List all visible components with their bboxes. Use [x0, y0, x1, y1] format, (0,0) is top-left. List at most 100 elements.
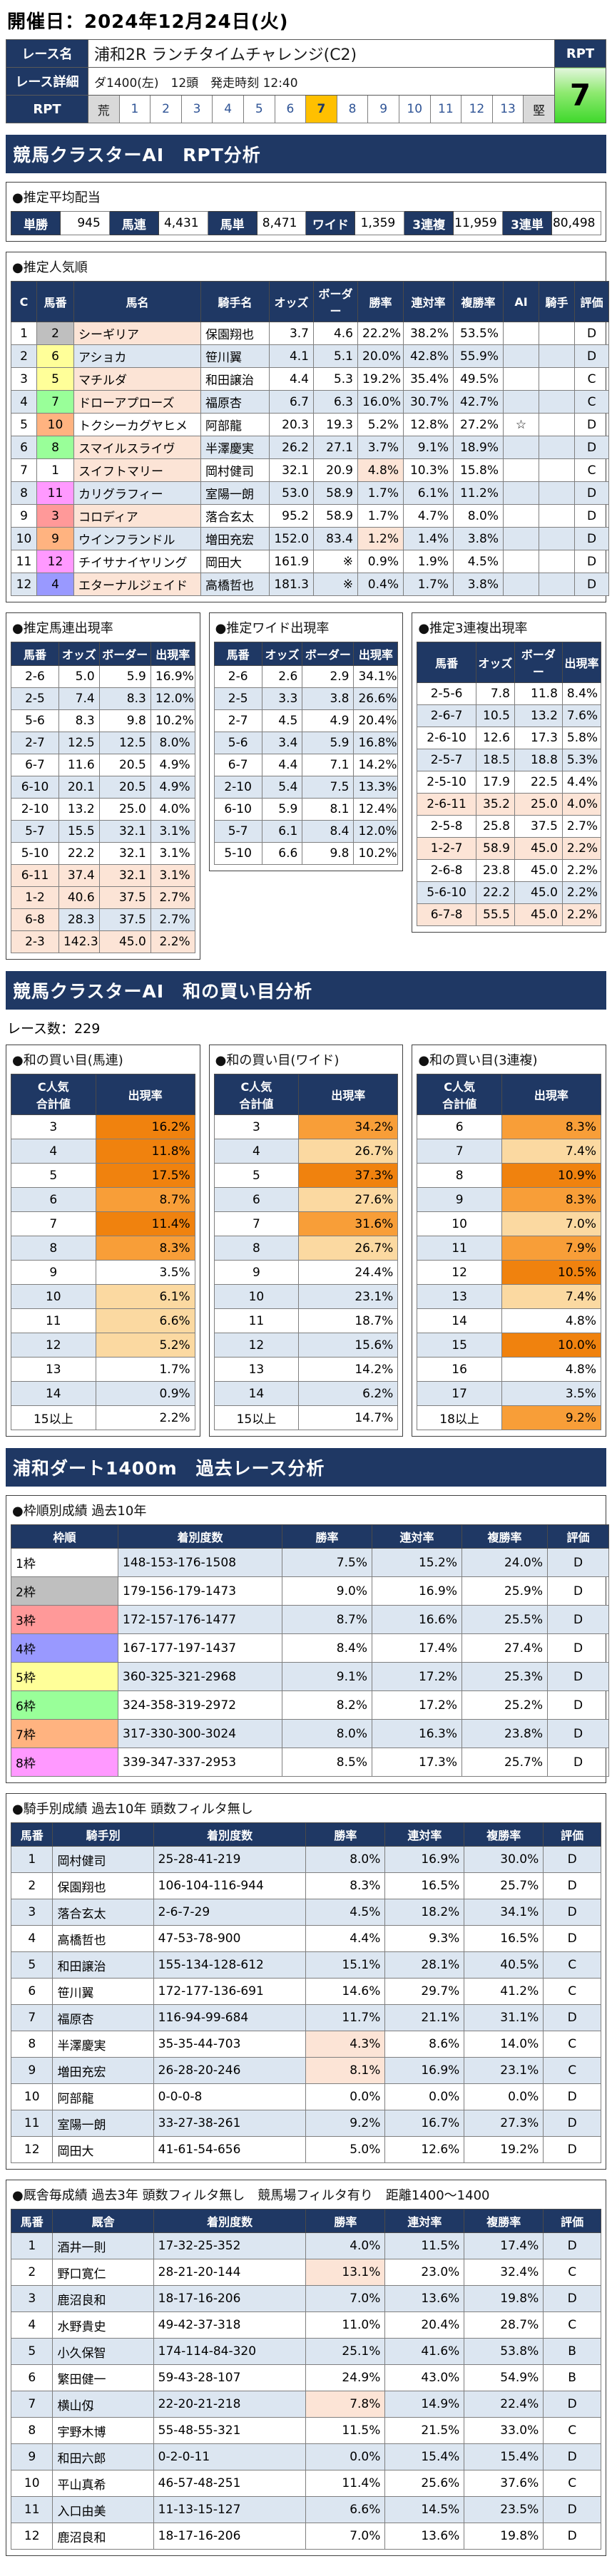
wa-wide-table: C人気 合計値 出現率 3 34.2% 4 26.7% 5 37.3% 6 27.6% 7 31.6…: [213, 1074, 399, 1430]
waku-stats-box: ●枠順別成績 過去10年 枠順 着別度数 勝率 連対率 複勝率 評価 1枠 148-153-…: [6, 1495, 609, 1783]
rate-cell: 7.6%: [561, 704, 602, 727]
sum-value-cell: 6: [213, 1187, 300, 1212]
odds-cell: 95.2: [269, 504, 314, 528]
horse-number-cell: 9: [36, 527, 74, 550]
ai-mark-cell: [503, 573, 539, 596]
wa-wide-box: ●和の買い目(ワイド) C人気 合計値 出現率 3 34.2% 4 26.7% 5 37.3…: [208, 1045, 404, 1437]
odds-cell: 20.1: [58, 776, 100, 799]
show-rate-cell: 32.4%: [464, 2259, 544, 2286]
rate-cell: 13.3%: [353, 776, 399, 799]
rate-row: 2-6-11 35.2 25.0 4.0%: [417, 793, 602, 816]
odds-cell: 11.6: [58, 754, 100, 776]
rate-cell: 7.9%: [501, 1236, 602, 1261]
stable-stats-box: ●厩舎毎成績 過去3年 頭数フィルタ無し 競馬場フィルタ有り 距離1400～14…: [6, 2180, 606, 2556]
column-header: オッズ: [475, 642, 515, 683]
horse-number-cell: 1: [10, 2232, 53, 2259]
stable-stats-row: 5 小久保智 174-114-84-320 25.1% 41.6% 53.8% B: [10, 2338, 601, 2365]
column-header: 評価: [547, 1524, 609, 1549]
popularity-row: 3 5 マチルダ 和田譲治 4.4 5.3 19.2% 35.4% 49.5% C: [11, 367, 609, 391]
quinella-rate-cell: 16.3%: [372, 1719, 462, 1748]
column-header: C人気 合計値: [213, 1074, 300, 1115]
rate-cell: 2.2%: [561, 837, 602, 860]
rpt-scale-cell: 3: [180, 95, 213, 123]
rate-row: 2-7 4.5 4.9 20.4%: [213, 709, 399, 732]
border-cell: 37.5: [98, 886, 151, 909]
quinella-rate-cell: 4.7%: [403, 504, 454, 528]
popularity-row: 9 3 コロディア 落合玄太 95.2 58.9 1.7% 4.7% 8.0% D: [11, 504, 609, 528]
record-cell: 167-177-197-1437: [118, 1633, 282, 1663]
border-cell: 13.2: [514, 704, 563, 727]
win-rate-cell: 24.9%: [305, 2364, 386, 2391]
record-cell: 11-13-15-127: [153, 2496, 307, 2523]
odds-cell: 4.1: [269, 344, 314, 368]
odds-cell: 37.4: [58, 864, 100, 887]
jockey-stats-row: 6 笹川翼 172-177-136-691 14.6% 29.7% 41.2% C: [10, 1978, 601, 2005]
record-cell: 18-17-16-206: [153, 2285, 307, 2312]
wa-wide-header-row: C人気 合計値 出現率: [213, 1074, 399, 1115]
stable-stats-row: 10 平山真希 46-57-48-251 11.4% 25.6% 37.6% C: [10, 2470, 601, 2497]
rate-row: 6-11 37.4 32.1 3.1%: [11, 864, 195, 887]
rating-cell: D: [543, 2523, 601, 2550]
rate-cell: 8.3%: [95, 1236, 195, 1261]
rate-cell: 7.0%: [501, 1211, 602, 1236]
show-rate-cell: 19.2%: [464, 2136, 544, 2163]
border-cell: 6.3: [313, 390, 358, 414]
border-cell: 58.9: [313, 504, 358, 528]
rate-cell: 14.7%: [298, 1405, 399, 1430]
combination-cell: 6-7: [11, 754, 59, 776]
border-cell: 9.8: [302, 842, 355, 865]
ai-mark-cell: [503, 458, 539, 482]
record-cell: 324-358-319-2972: [118, 1690, 282, 1720]
sum-value-cell: 7: [11, 1211, 96, 1236]
sum-value-cell: 6: [417, 1114, 502, 1139]
column-header: 連対率: [384, 1822, 465, 1847]
popularity-row: 2 6 アショカ 笹川翼 4.1 5.1 20.0% 42.8% 55.9% D: [11, 344, 609, 368]
wa-row: 10 23.1%: [213, 1284, 399, 1309]
odds-cell: 7.8: [475, 682, 515, 705]
column-header: 連対率: [384, 2209, 465, 2233]
waku-stats-title: ●枠順別成績 過去10年: [12, 1504, 147, 1519]
column-header: 着別度数: [153, 2209, 307, 2233]
wa-row: 15以上 14.7%: [213, 1405, 399, 1430]
combination-cell: 2-10: [213, 776, 262, 799]
quinella-rate-cell: 35.4%: [403, 367, 454, 391]
waku-stats-row: 8枠 339-347-337-2953 8.5% 17.3% 25.7% D: [11, 1748, 609, 1777]
quinella-rate-cell: 9.3%: [384, 1925, 465, 1952]
rate-cell: 4.0%: [561, 793, 602, 816]
show-rate-cell: 25.9%: [461, 1576, 548, 1606]
jockey-stats-row: 1 岡村健司 25-28-41-219 8.0% 16.9% 30.0% D: [10, 1846, 601, 1873]
show-rate-cell: 19.8%: [464, 2285, 544, 2312]
jockey-name-cell: 高橋哲也: [52, 1925, 154, 1952]
sum-value-cell: 5: [213, 1163, 300, 1188]
page-title: 開催日：2024年12月24日(火): [7, 11, 289, 33]
border-cell: 25.0: [98, 798, 151, 821]
combination-cell: 5-10: [213, 842, 262, 865]
record-cell: 339-347-337-2953: [118, 1748, 282, 1777]
show-rate-cell: 28.7%: [464, 2311, 544, 2339]
rate-row: 1-2-7 58.9 45.0 2.2%: [417, 837, 602, 860]
column-header: オッズ: [261, 642, 303, 666]
win-rate-cell: 13.1%: [305, 2259, 386, 2286]
payout-label: 馬単: [207, 211, 257, 235]
rating-cell: D: [547, 1662, 609, 1691]
win-rate-cell: 11.4%: [305, 2470, 386, 2497]
waku-stats-table: 枠順 着別度数 勝率 連対率 複勝率 評価 1枠 148-153-176-1508 7.5% 1…: [11, 1524, 609, 1777]
jockey-name-cell: 室陽一朗: [52, 2110, 154, 2137]
jockey-name-cell: 室陽一朗: [200, 481, 270, 505]
border-cell: 5.3: [313, 367, 358, 391]
show-rate-cell: 54.9%: [464, 2364, 544, 2391]
jockey-name-cell: 和田譲治: [200, 367, 270, 391]
jockey-stats-title: ●騎手別成績 過去10年 頭数フィルタ無し: [12, 1802, 253, 1817]
popularity-rank-cell: 5: [11, 413, 37, 436]
sum-value-cell: 12: [417, 1260, 502, 1285]
jockey-mark-cell: [539, 413, 575, 436]
jockey-name-cell: 笹川翼: [52, 1978, 154, 2005]
waku-stats-row: 7枠 317-330-300-3024 8.0% 16.3% 23.8% D: [11, 1719, 609, 1748]
rate-cell: 6.2%: [298, 1381, 399, 1406]
waku-stats-row: 3枠 172-157-176-1477 8.7% 16.6% 25.5% D: [11, 1605, 609, 1634]
jockey-name-cell: 半澤慶実: [200, 436, 270, 459]
jockey-name-cell: 岡田大: [52, 2136, 154, 2163]
column-header: 複勝率: [461, 1524, 548, 1549]
jockey-stats-row: 2 保園翔也 106-104-116-944 8.3% 16.5% 25.7% D: [10, 1872, 601, 1899]
stable-stats-row: 7 横山仭 22-20-21-218 7.8% 14.9% 22.4% D: [10, 2391, 601, 2418]
